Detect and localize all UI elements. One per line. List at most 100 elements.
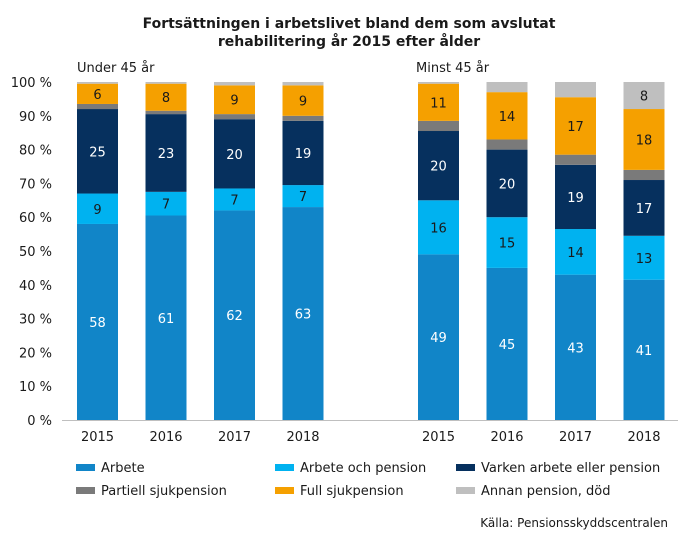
bar-segment: [282, 85, 324, 116]
chart-title-line-2: rehabilitering år 2015 efter ålder: [218, 33, 480, 50]
chart-title-line-1: Fortsättningen i arbetslivet bland dem s…: [143, 16, 556, 32]
bar-segment: [623, 169, 665, 181]
data-label: 8: [640, 90, 648, 105]
source-note: Källa: Pensionsskyddscentralen: [480, 516, 668, 530]
bar-segment: [214, 188, 255, 211]
bar-segment: [145, 215, 187, 420]
data-label: 49: [430, 331, 447, 346]
data-label: 20: [430, 160, 447, 175]
bar-segment: [145, 82, 187, 84]
data-label: 63: [295, 308, 312, 323]
legend: Arbete Arbete och pension Varken arbete el…: [76, 461, 660, 499]
data-label: 14: [499, 110, 516, 125]
x-tick-label: 2016: [149, 430, 182, 445]
data-label: 19: [567, 191, 584, 206]
bar-segment: [486, 82, 528, 93]
data-label: 18: [636, 133, 653, 148]
group-label-under-45: Under 45 år: [77, 61, 155, 76]
bar-segment: [77, 193, 118, 224]
legend-label: Partiell sjukpension: [101, 484, 227, 499]
bar-segment: [77, 223, 118, 420]
bar-segment: [486, 267, 528, 420]
y-tick-label: 30 %: [19, 313, 52, 328]
data-label: 19: [295, 147, 312, 162]
bar-segment: [77, 83, 118, 104]
bar-segment: [418, 83, 459, 121]
y-tick-label: 20 %: [19, 346, 52, 361]
bar-segment: [214, 85, 255, 115]
bar-segment: [145, 83, 187, 111]
y-tick-label: 50 %: [19, 245, 52, 260]
bar-segment: [77, 103, 118, 110]
bar-segment: [418, 200, 459, 255]
data-label: 17: [567, 120, 584, 135]
bar-segment: [418, 254, 459, 420]
x-tick-label: 2018: [627, 430, 660, 445]
bar-segment: [418, 82, 459, 84]
bar-segment: [555, 229, 596, 275]
bar-segment: [282, 82, 324, 86]
x-tick-label: 2018: [286, 430, 319, 445]
legend-swatch: [456, 464, 475, 471]
bar-segment: [555, 82, 596, 98]
group-label-minst-45: Minst 45 år: [416, 61, 490, 76]
x-tick-label: 2017: [559, 430, 592, 445]
data-label: 9: [299, 95, 307, 110]
legend-label: Arbete och pension: [300, 461, 426, 476]
data-label: 14: [567, 246, 584, 261]
y-axis: 0 % 10 % 20 % 30 % 40 % 50 % 60 % 70 % 80 % 90 % 1…: [11, 76, 52, 429]
bar-segment: [214, 114, 255, 120]
data-label: 11: [430, 96, 447, 111]
bar-segment: [214, 119, 255, 189]
bar-segment: [623, 235, 665, 280]
bar-segment: [555, 274, 596, 420]
bar-segment: [418, 131, 459, 201]
y-tick-label: 100 %: [11, 76, 52, 91]
bar-segment: [77, 82, 118, 84]
legend-label: Annan pension, död: [481, 484, 611, 499]
bar-segment: [486, 217, 528, 268]
legend-swatch: [275, 464, 294, 471]
x-tick-label: 2016: [490, 430, 523, 445]
legend-swatch: [76, 464, 95, 471]
data-label: 9: [93, 203, 101, 218]
data-label: 41: [636, 344, 653, 359]
bar-segment: [623, 180, 665, 236]
legend-swatch: [275, 487, 294, 494]
bar-segment: [145, 114, 187, 192]
x-tick-label: 2015: [81, 430, 114, 445]
y-tick-label: 70 %: [19, 177, 52, 192]
y-tick-label: 90 %: [19, 110, 52, 125]
data-label: 7: [162, 198, 170, 213]
x-tick-label: 2017: [218, 430, 251, 445]
bar-segment: [214, 210, 255, 420]
bar-segment: [282, 207, 324, 420]
y-tick-label: 80 %: [19, 144, 52, 159]
y-tick-label: 10 %: [19, 380, 52, 395]
bar-segment: [214, 82, 255, 86]
data-label: 62: [226, 309, 243, 324]
data-label: 23: [158, 147, 175, 162]
y-tick-label: 40 %: [19, 279, 52, 294]
bar-segment: [77, 109, 118, 194]
bar-segment: [623, 82, 665, 110]
bar-segment: [145, 191, 187, 216]
data-label: 16: [430, 221, 447, 236]
data-label: 43: [567, 341, 584, 356]
bar-segment: [486, 149, 528, 218]
legend-label: Varken arbete eller pension: [481, 461, 660, 476]
bar-segment: [555, 164, 596, 230]
bar-segment: [486, 92, 528, 140]
data-label: 20: [226, 148, 243, 163]
legend-swatch: [76, 487, 95, 494]
data-label: 61: [158, 312, 175, 327]
x-axis: 2015 2016 2017 2018 2015 2016 2017 2018: [62, 420, 678, 445]
bar-segment: [555, 97, 596, 155]
data-label: 8: [162, 91, 170, 106]
data-label: 20: [499, 177, 516, 192]
bar-segment: [486, 139, 528, 150]
y-tick-label: 0 %: [27, 414, 52, 429]
data-label: 15: [499, 237, 516, 252]
x-tick-label: 2015: [422, 430, 455, 445]
